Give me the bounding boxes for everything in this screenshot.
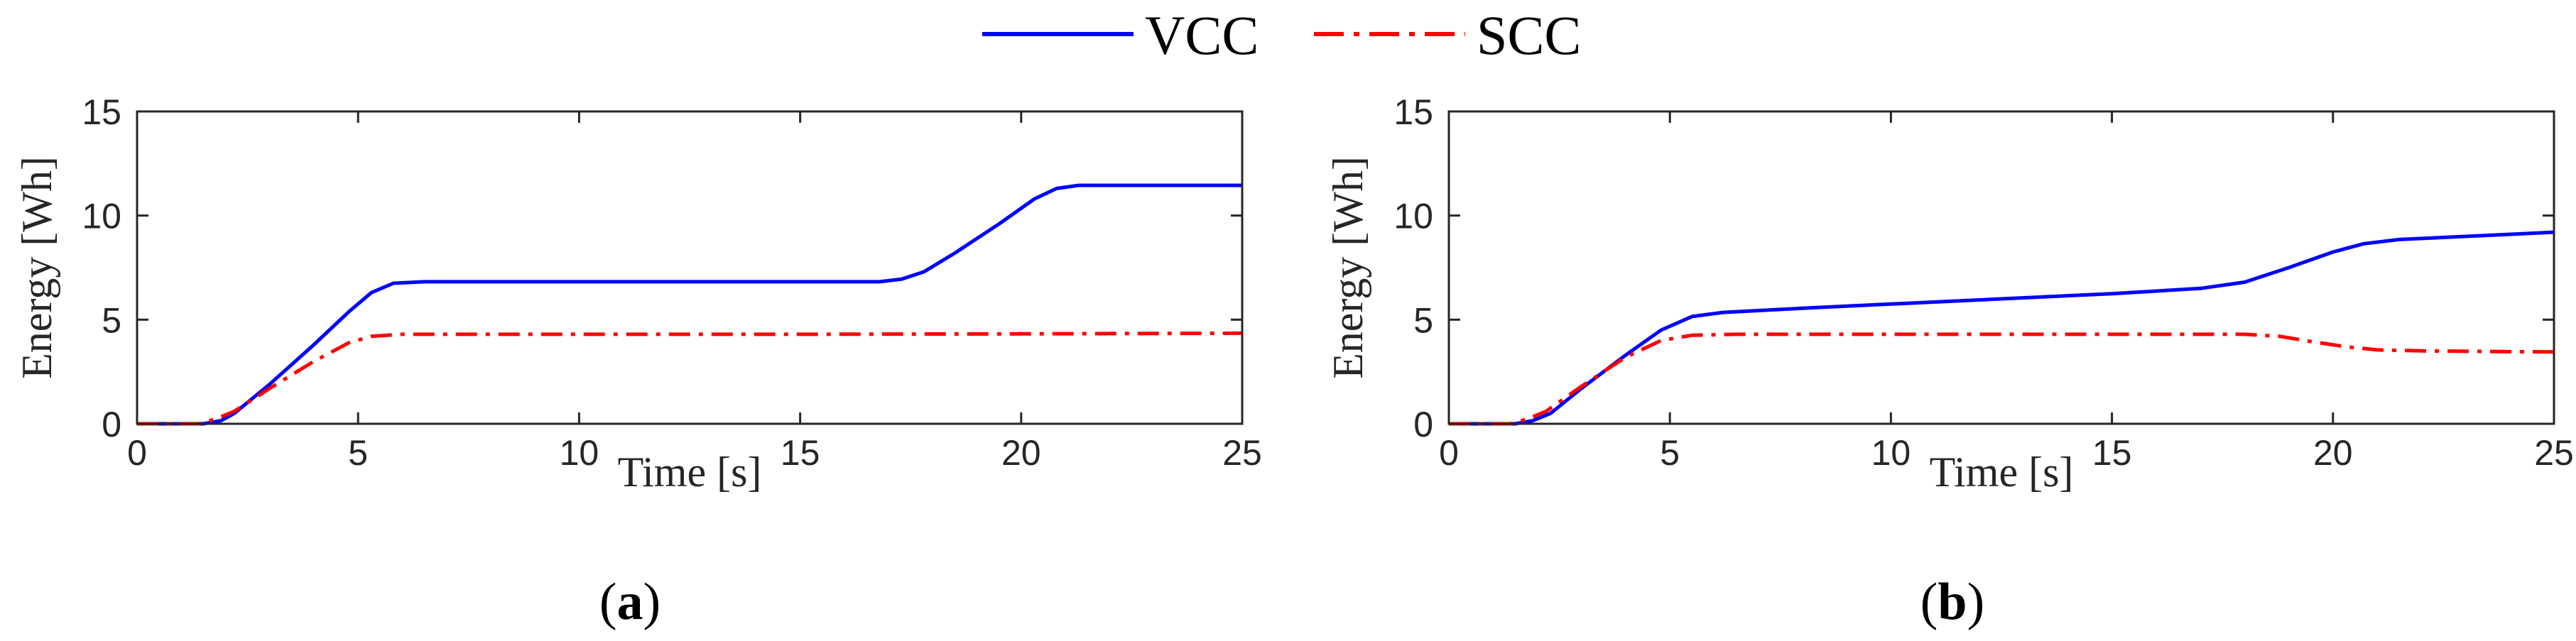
panel-b-axes-box [1447,110,2555,425]
caption-b-open: ( [1920,573,1938,631]
y-tick-label: 0 [102,405,121,444]
x-tick-label: 10 [560,433,599,473]
y-tick-label: 15 [82,92,121,132]
panel-a-axes-box [136,110,1244,425]
x-tick-label: 10 [1871,433,1911,473]
y-tick-label: 10 [82,197,121,236]
x-tick-label: 20 [2313,433,2353,473]
chart-panel-b: 0 5 10 15 20 25 0 5 10 15 Time [s] Energy [Wh] [1325,92,2574,495]
legend-label-scc: SCC [1477,4,1581,66]
caption-a: (a) [599,573,661,631]
legend-label-vcc: VCC [1145,4,1259,66]
series-line-vcc-panel-b [1449,230,2555,426]
series-line-scc-panel-a [137,331,1243,426]
x-tick-label: 0 [127,433,147,473]
caption-b-letter: b [1938,573,1967,631]
y-tick-label: 5 [102,300,121,340]
caption-b-close: ) [1967,573,1985,631]
y-tick-label: 5 [1413,300,1433,340]
panel-b-series [1449,230,2555,426]
panel-a-ylabel: Energy [Wh] [13,156,60,379]
x-tick-label: 25 [2534,433,2574,473]
x-tick-label: 5 [1660,433,1680,473]
x-tick-label: 20 [1001,433,1041,473]
x-tick-label: 5 [348,433,368,473]
panel-b-xlabel: Time [s] [1930,449,2074,495]
caption-a-open: ( [599,573,617,631]
panel-a-ticks: 0 5 10 15 20 25 0 5 10 15 [82,92,1261,473]
panel-b-ticks: 0 5 10 15 20 25 0 5 10 15 [1393,92,2573,473]
series-line-vcc-panel-a [137,183,1242,426]
y-tick-label: 10 [1393,197,1433,236]
legend: VCC SCC [982,4,1581,66]
x-tick-label: 15 [781,433,820,473]
y-tick-label: 0 [1413,405,1433,444]
y-tick-label: 15 [1393,92,1433,132]
series-line-scc-panel-b [1449,332,2555,426]
panel-a-xlabel: Time [s] [618,449,762,495]
chart-panel-a: 0 5 10 15 20 25 0 5 10 15 Time [s] Energy [Wh] [13,92,1262,495]
x-tick-label: 15 [2092,433,2132,473]
panel-b-ylabel: Energy [Wh] [1325,156,1371,379]
panel-a-series [137,183,1243,426]
x-tick-label: 0 [1439,433,1459,473]
caption-b: (b) [1920,573,1984,631]
caption-a-letter: a [617,573,643,631]
caption-a-close: ) [643,573,661,631]
x-tick-label: 25 [1222,433,1262,473]
